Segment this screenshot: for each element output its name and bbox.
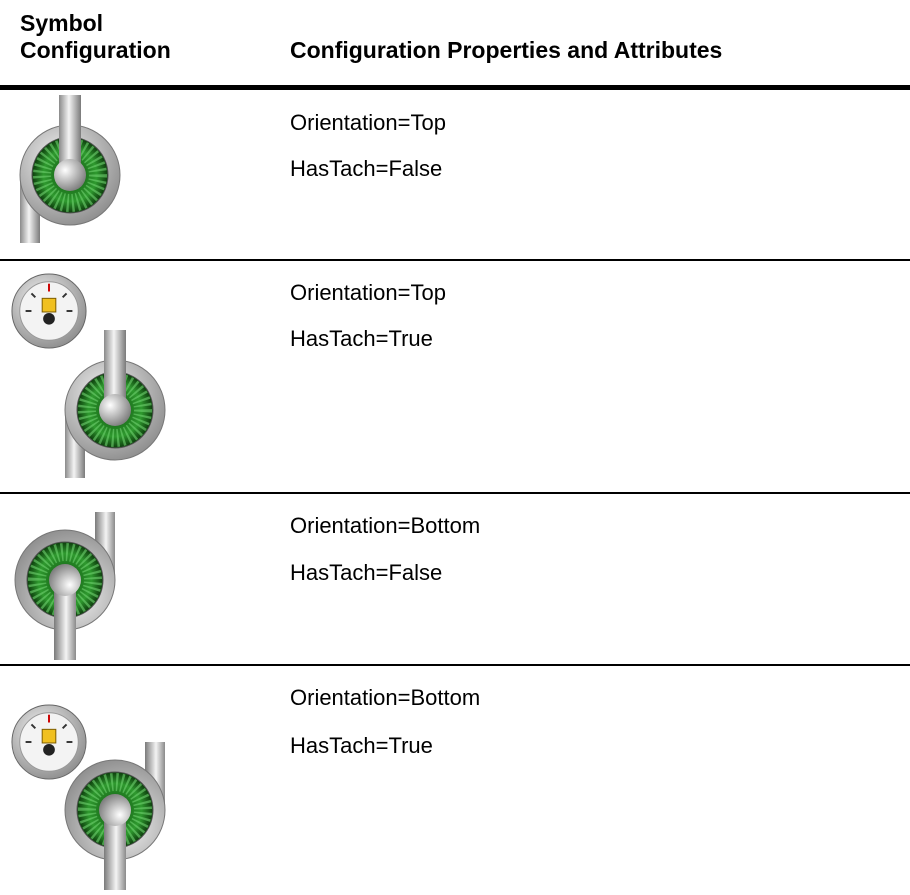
row-rule	[0, 664, 910, 666]
header-symbol: Symbol Configuration	[20, 10, 171, 63]
property: HasTach=False	[290, 560, 443, 585]
row-rule	[0, 259, 910, 261]
property: Orientation=Top	[290, 280, 446, 305]
row-rule	[0, 492, 910, 494]
property: HasTach=True	[290, 733, 433, 758]
property: HasTach=False	[290, 156, 443, 181]
property: HasTach=True	[290, 326, 433, 351]
property: Orientation=Bottom	[290, 685, 481, 710]
property: Orientation=Top	[290, 110, 446, 135]
header-rule	[0, 85, 910, 90]
property: Orientation=Bottom	[290, 513, 481, 538]
header-properties: Configuration Properties and Attributes	[290, 37, 723, 63]
icons	[0, 0, 280, 895]
